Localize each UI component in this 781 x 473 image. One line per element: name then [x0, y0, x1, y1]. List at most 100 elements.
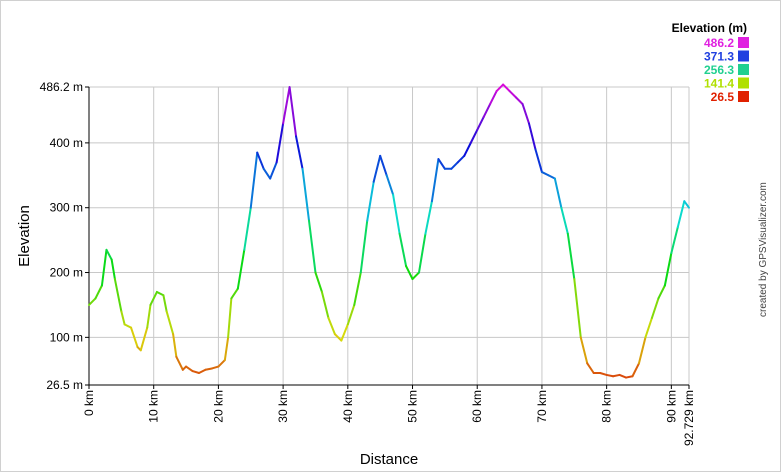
elevation-segment: [625, 375, 634, 379]
elevation-segment: [612, 373, 621, 378]
elevation-segment: [411, 271, 420, 281]
y-axis-title: Elevation: [16, 205, 33, 267]
legend-title: Elevation (m): [672, 21, 747, 35]
elevation-segment: [155, 290, 165, 297]
x-tick-label: 30 km: [276, 390, 290, 423]
legend-swatch: [738, 77, 749, 89]
elevation-segment: [456, 154, 466, 164]
elevation-segment: [392, 193, 401, 235]
y-tick-label: 26.5 m: [46, 378, 83, 392]
elevation-segment: [249, 151, 259, 209]
elevation-segment: [139, 326, 149, 352]
x-tick-label: 80 km: [600, 390, 614, 423]
elevation-segment: [644, 316, 653, 339]
elevation-segment: [560, 206, 569, 235]
elevation-segment: [288, 86, 298, 138]
elevation-segment: [282, 86, 291, 125]
elevation-segment: [327, 316, 336, 336]
credit-text: created by GPSVisualizer.com: [758, 182, 769, 317]
elevation-segment: [663, 252, 673, 287]
elevation-segment: [521, 102, 530, 125]
elevation-segment: [469, 128, 479, 144]
elevation-segment: [366, 180, 375, 222]
elevation-segment: [243, 206, 252, 251]
elevation-segment: [204, 367, 213, 371]
x-tick-label: 50 km: [406, 390, 420, 423]
elevation-segment: [333, 333, 343, 342]
elevation-segment: [430, 158, 440, 203]
elevation-segment: [275, 122, 285, 164]
elevation-segment: [553, 177, 563, 209]
elevation-segment: [670, 226, 679, 255]
x-tick-label: 92.729 km: [682, 390, 696, 446]
elevation-segment: [566, 232, 576, 281]
elevation-segment: [130, 326, 139, 349]
elevation-segment: [301, 167, 310, 222]
elevation-segment: [256, 151, 265, 170]
elevation-segment: [314, 271, 323, 293]
elevation-segment: [94, 284, 103, 300]
elevation-segment: [547, 174, 556, 180]
elevation-segment: [540, 171, 550, 177]
legend-label: 486.2: [704, 36, 734, 50]
elevation-segment: [185, 365, 194, 373]
elevation-segment: [482, 102, 492, 118]
elevation-segment: [359, 219, 369, 274]
elevation-segment: [527, 122, 537, 151]
elevation-segment: [579, 336, 589, 365]
elevation-segment: [599, 372, 608, 376]
elevation-segment: [307, 219, 317, 274]
elevation-segment: [417, 232, 427, 274]
elevation-segment: [489, 90, 498, 105]
elevation-segment: [172, 333, 178, 358]
elevation-segment: [676, 200, 686, 229]
legend-swatch: [738, 64, 749, 75]
elevation-segment: [683, 200, 690, 209]
elevation-segment: [450, 161, 459, 170]
elevation-segment: [650, 297, 660, 319]
elevation-segment: [295, 135, 304, 170]
elevation-segment: [100, 248, 108, 287]
elevation-segment: [398, 232, 408, 268]
elevation-segment: [175, 355, 184, 371]
elevation-segment: [113, 278, 123, 313]
elevation-segment: [346, 303, 356, 326]
elevation-segment: [320, 290, 330, 319]
elevation-segment: [405, 265, 414, 281]
elevation-segment: [210, 365, 220, 370]
elevation-segment: [637, 336, 647, 365]
elevation-segment: [262, 167, 272, 180]
legend-swatch: [738, 50, 749, 62]
x-tick-label: 90 km: [664, 390, 678, 423]
elevation-segment: [372, 154, 382, 183]
elevation-segment: [197, 368, 207, 375]
elevation-segment: [534, 148, 543, 174]
legend-label: 26.5: [711, 90, 735, 104]
x-tick-label: 20 km: [211, 390, 225, 423]
elevation-segment: [618, 373, 628, 379]
elevation-segment: [495, 83, 505, 93]
elevation-segment: [227, 297, 233, 339]
plot-area: [89, 87, 689, 385]
legend-swatch: [738, 37, 749, 48]
elevation-segment: [340, 323, 349, 342]
elevation-segment: [508, 90, 518, 99]
elevation-segment: [217, 359, 226, 368]
x-tick-label: 10 km: [147, 390, 161, 423]
elevation-segment: [515, 96, 524, 105]
elevation-segment: [105, 248, 113, 261]
elevation-segment: [236, 248, 246, 290]
elevation-segment: [146, 303, 152, 329]
x-tick-label: 60 km: [470, 390, 484, 423]
x-tick-label: 40 km: [341, 390, 355, 423]
x-tick-label: 70 km: [535, 390, 549, 423]
elevation-segment: [424, 200, 433, 235]
elevation-segment: [631, 362, 640, 378]
y-tick-label: 200 m: [50, 266, 83, 280]
elevation-segment: [269, 161, 278, 180]
y-tick-label: 486.2 m: [40, 80, 83, 94]
elevation-segment: [123, 323, 133, 329]
elevation-segment: [657, 284, 666, 300]
